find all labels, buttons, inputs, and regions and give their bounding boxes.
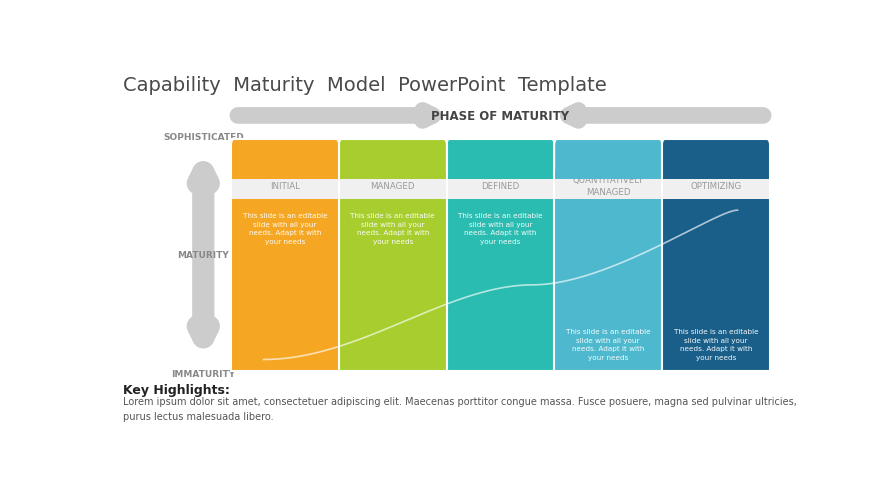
Bar <box>554 199 661 371</box>
Text: MANAGED: MANAGED <box>370 181 415 190</box>
FancyBboxPatch shape <box>339 139 446 179</box>
Text: This slide is an editable
slide with all your
needs. Adapt it with
your needs: This slide is an editable slide with all… <box>242 213 327 244</box>
FancyBboxPatch shape <box>662 139 768 179</box>
Text: PHASE OF MATURITY: PHASE OF MATURITY <box>431 110 569 122</box>
Text: INITIAL: INITIAL <box>269 181 300 190</box>
FancyBboxPatch shape <box>232 139 338 179</box>
Bar <box>231 199 339 371</box>
Bar <box>554 171 660 179</box>
Text: Key Highlights:: Key Highlights: <box>123 383 229 396</box>
Bar <box>231 172 339 199</box>
Text: This slide is an editable
slide with all your
needs. Adapt it with
your needs: This slide is an editable slide with all… <box>673 328 758 360</box>
Text: Capability  Maturity  Model  PowerPoint  Template: Capability Maturity Model PowerPoint Tem… <box>123 76 606 94</box>
Text: MATURITY: MATURITY <box>177 251 229 260</box>
Bar <box>446 172 554 199</box>
Bar <box>339 171 445 179</box>
FancyBboxPatch shape <box>447 139 553 179</box>
Text: IMMATURITY: IMMATURITY <box>171 369 235 378</box>
Bar <box>661 199 769 371</box>
Text: This slide is an editable
slide with all your
needs. Adapt it with
your needs: This slide is an editable slide with all… <box>458 213 542 244</box>
Text: This slide is an editable
slide with all your
needs. Adapt it with
your needs: This slide is an editable slide with all… <box>565 328 650 360</box>
Bar <box>554 172 661 199</box>
Bar <box>661 172 769 199</box>
Text: QUANTITATIVELY
MANAGED: QUANTITATIVELY MANAGED <box>572 175 643 196</box>
Bar <box>339 199 446 371</box>
Text: This slide is an editable
slide with all your
needs. Adapt it with
your needs: This slide is an editable slide with all… <box>350 213 434 244</box>
Text: OPTIMIZING: OPTIMIZING <box>689 181 740 190</box>
Bar <box>339 172 446 199</box>
Bar <box>662 171 768 179</box>
Text: Lorem ipsum dolor sit amet, consectetuer adipiscing elit. Maecenas porttitor con: Lorem ipsum dolor sit amet, consectetuer… <box>123 396 796 421</box>
Text: DEFINED: DEFINED <box>481 181 519 190</box>
FancyBboxPatch shape <box>554 139 660 179</box>
Text: SOPHISTICATED: SOPHISTICATED <box>163 133 243 142</box>
Bar <box>232 171 338 179</box>
Bar <box>446 199 554 371</box>
Bar <box>231 139 769 371</box>
Bar <box>447 171 553 179</box>
